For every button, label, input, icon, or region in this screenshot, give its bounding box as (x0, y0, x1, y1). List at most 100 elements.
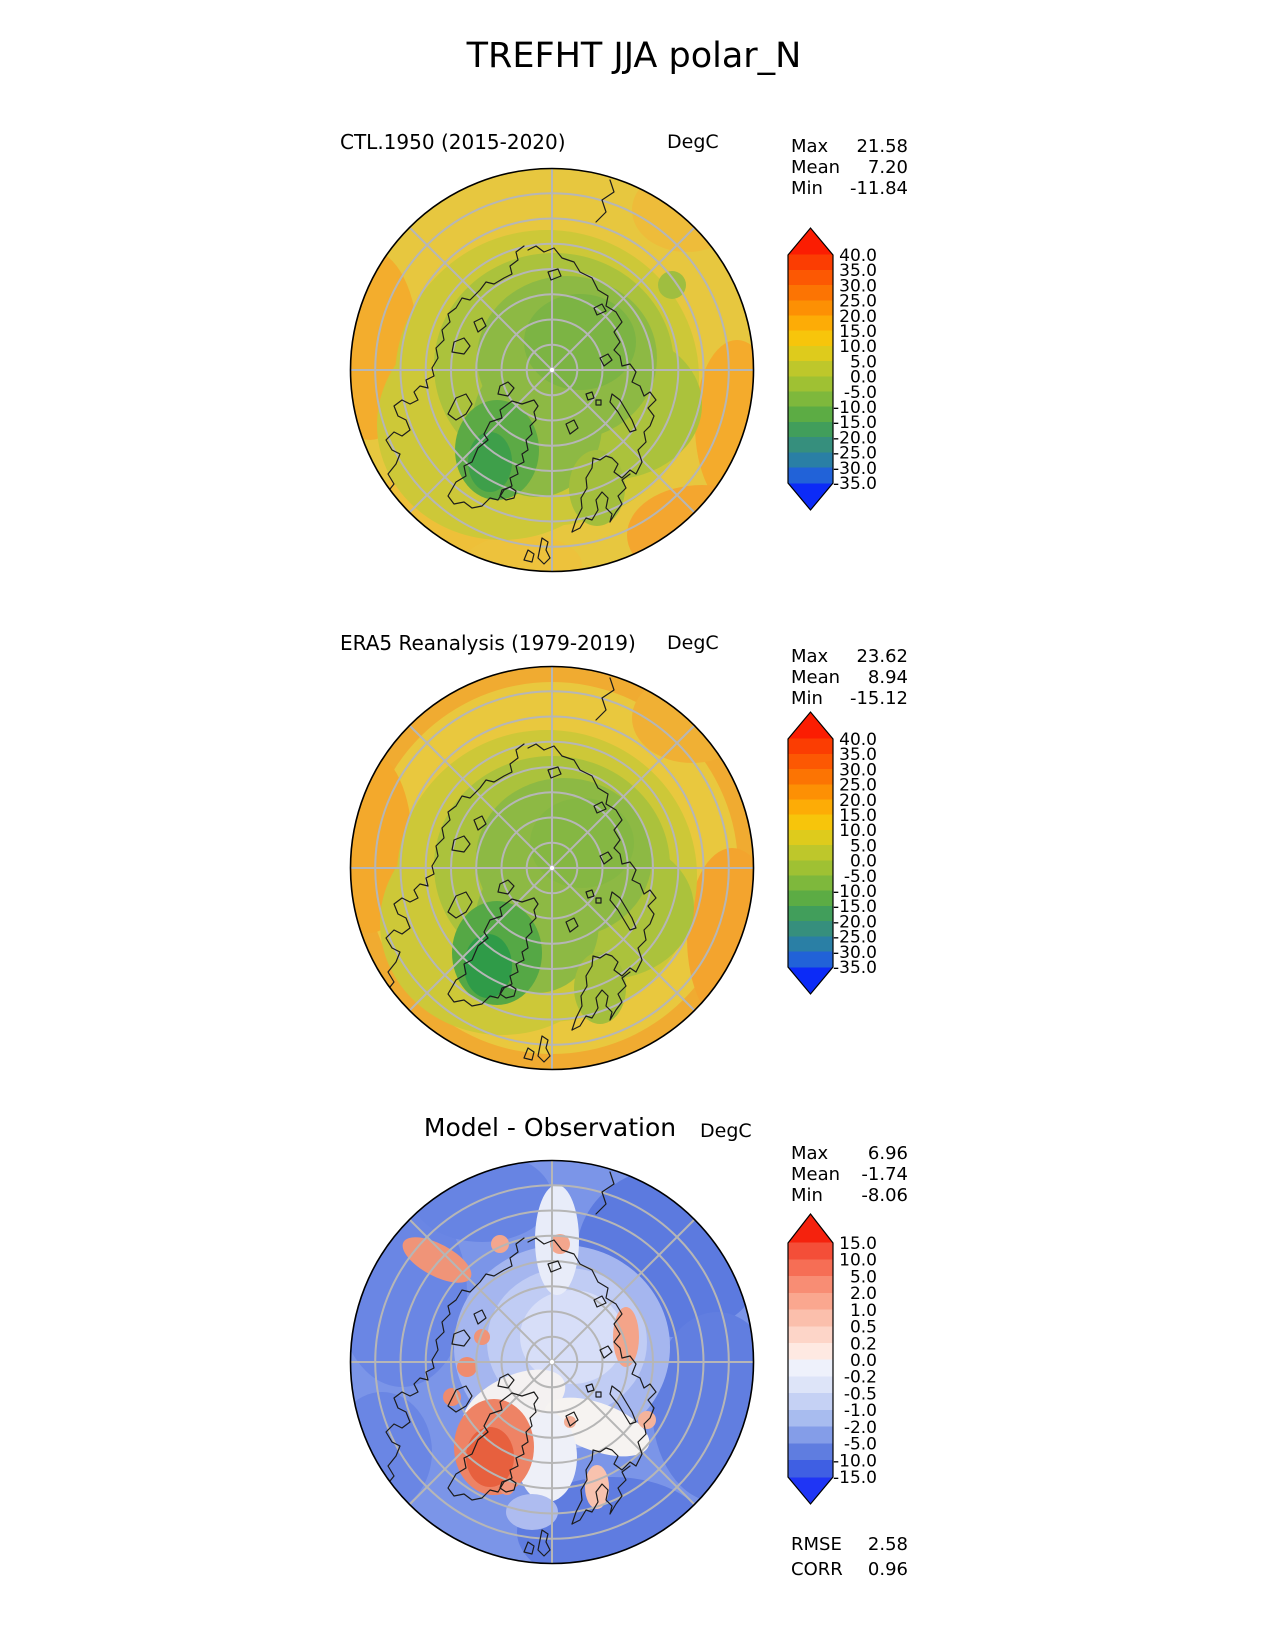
colorbar-segment (788, 814, 833, 831)
colorbar-tick-label: -20.0 (833, 428, 877, 448)
stat-value: 21.58 (856, 136, 908, 157)
colorbar-segment (788, 890, 833, 907)
panel1-stat-max: Max 21.58 (791, 136, 908, 157)
colorbar-segment (788, 1459, 833, 1478)
colorbar-segment (788, 254, 833, 271)
colorbar-tick-label: 40.0 (839, 730, 877, 750)
colorbar-tick-label: 5.0 (850, 352, 877, 372)
panel1-stat-min: Min -11.84 (791, 178, 908, 199)
colorbar-tick-label: 25.0 (839, 292, 877, 312)
colorbar-tick-label: 0.2 (850, 1334, 877, 1354)
colorbar-segment (788, 1426, 833, 1444)
metric-value: 2.58 (867, 1534, 908, 1555)
colorbar-segment (788, 467, 833, 484)
panel3-metric-rmse: RMSE 2.58 (791, 1534, 908, 1555)
pole-dot (549, 1359, 555, 1365)
map-boundary (349, 1159, 755, 1565)
panel2-stat-max: Max 23.62 (791, 646, 908, 667)
stat-value: 8.94 (867, 667, 908, 688)
colorbar-tick-label: -10.0 (833, 398, 877, 418)
colorbar-outline (787, 227, 834, 511)
colorbar-tick-label: 25.0 (839, 776, 877, 796)
stat-label: Mean (791, 667, 841, 688)
colorbar-segment (788, 406, 833, 423)
panel3-metric-corr: CORR 0.96 (791, 1559, 908, 1580)
colorbar-segment (788, 784, 833, 801)
stat-value: 7.20 (867, 157, 908, 178)
pole-dot (549, 865, 555, 871)
colorbar-tick-label: 0.0 (850, 852, 877, 872)
colorbar-segment (788, 269, 833, 286)
colorbar-segment (788, 315, 833, 332)
colorbar-arrow-bottom (788, 483, 833, 510)
colorbar-tick-label: 20.0 (839, 791, 877, 811)
colorbar-tick-label: 15.0 (839, 806, 877, 826)
colorbar-tick-label: -35.0 (833, 474, 877, 494)
colorbar-segment (788, 330, 833, 347)
metric-label: CORR (791, 1559, 843, 1580)
panel3-stat-mean: Mean -1.74 (791, 1164, 908, 1185)
colorbar-outline (787, 711, 834, 995)
colorbar-segment (788, 300, 833, 317)
colorbar-segment (788, 1376, 833, 1394)
panel2-stat-mean: Mean 8.94 (791, 667, 908, 688)
colorbar-arrow-bottom (788, 1477, 833, 1504)
colorbar-tick-label: -2.0 (844, 1418, 877, 1438)
colorbar-tick-label: -10.0 (833, 1451, 877, 1471)
stat-label: Max (791, 646, 829, 667)
colorbar-tick-label: 10.0 (839, 821, 877, 841)
stat-label: Mean (791, 157, 841, 178)
colorbar-tick-label: -30.0 (833, 459, 877, 479)
colorbar-segment (788, 1242, 833, 1261)
colorbar-diff: 15.010.05.02.01.00.50.20.0-0.2-0.5-1.0-2… (787, 1213, 877, 1505)
colorbar-tick-label: -0.2 (844, 1368, 877, 1388)
colorbar-segment (788, 860, 833, 877)
stat-label: Max (791, 136, 829, 157)
colorbar-arrow-top (788, 712, 833, 739)
colorbar-tick-label: -15.0 (833, 413, 877, 433)
colorbar-tick-label: 2.0 (850, 1284, 877, 1304)
colorbar-segment (788, 437, 833, 453)
colorbar-obs: 40.035.030.025.020.015.010.05.00.0-5.0-1… (787, 711, 877, 995)
colorbar-segment (788, 1359, 833, 1378)
figure-title: TREFHT JJA polar_N (466, 36, 802, 76)
colorbar-tick-label: -5.0 (844, 867, 877, 887)
stat-value: -15.12 (849, 688, 908, 709)
colorbar-segment (788, 1326, 833, 1344)
colorbar-tick-label: 15.0 (839, 1234, 877, 1254)
colorbar-tick-label: -10.0 (833, 882, 877, 902)
map-boundary (349, 167, 755, 573)
colorbar-segment (788, 1276, 833, 1294)
stat-value: -8.06 (861, 1185, 908, 1206)
colorbar-tick-label: 1.0 (850, 1301, 877, 1321)
colorbar-arrow-top (788, 1214, 833, 1243)
colorbar-tick-label: 30.0 (839, 760, 877, 780)
stat-label: Min (791, 688, 823, 709)
colorbar-segment (788, 936, 833, 953)
panel3-stat-max: Max 6.96 (791, 1143, 908, 1164)
colorbar-segment (788, 921, 833, 937)
colorbar-segment (788, 951, 833, 968)
stat-value: -1.74 (861, 1164, 908, 1185)
colorbar-tick-label: 0.0 (850, 368, 877, 388)
colorbar-tick-label: 35.0 (839, 261, 877, 281)
metric-label: RMSE (791, 1534, 842, 1555)
panel2-title: ERA5 Reanalysis (1979-2019) (340, 631, 636, 655)
colorbar-segment (788, 1443, 833, 1461)
colorbar-segment (788, 1309, 833, 1327)
colorbar-tick-label: 0.5 (850, 1318, 877, 1338)
colorbar-segment (788, 799, 833, 816)
panel2-stat-min: Min -15.12 (791, 688, 908, 709)
colorbar-tick-label: 30.0 (839, 276, 877, 296)
colorbar-tick-label: 10.0 (839, 337, 877, 357)
colorbar-tick-label: 20.0 (839, 307, 877, 327)
colorbar-segment (788, 1393, 833, 1411)
stat-value: 23.62 (856, 646, 908, 667)
colorbar-tick-label: 40.0 (839, 246, 877, 266)
polar-map-model (349, 167, 755, 573)
colorbar-segment (788, 1409, 833, 1428)
colorbar-tick-label: -1.0 (844, 1401, 877, 1421)
panel2-units: DegC (667, 632, 719, 654)
colorbar-tick-label: -15.0 (833, 1468, 877, 1488)
polar-map-obs (349, 665, 755, 1071)
